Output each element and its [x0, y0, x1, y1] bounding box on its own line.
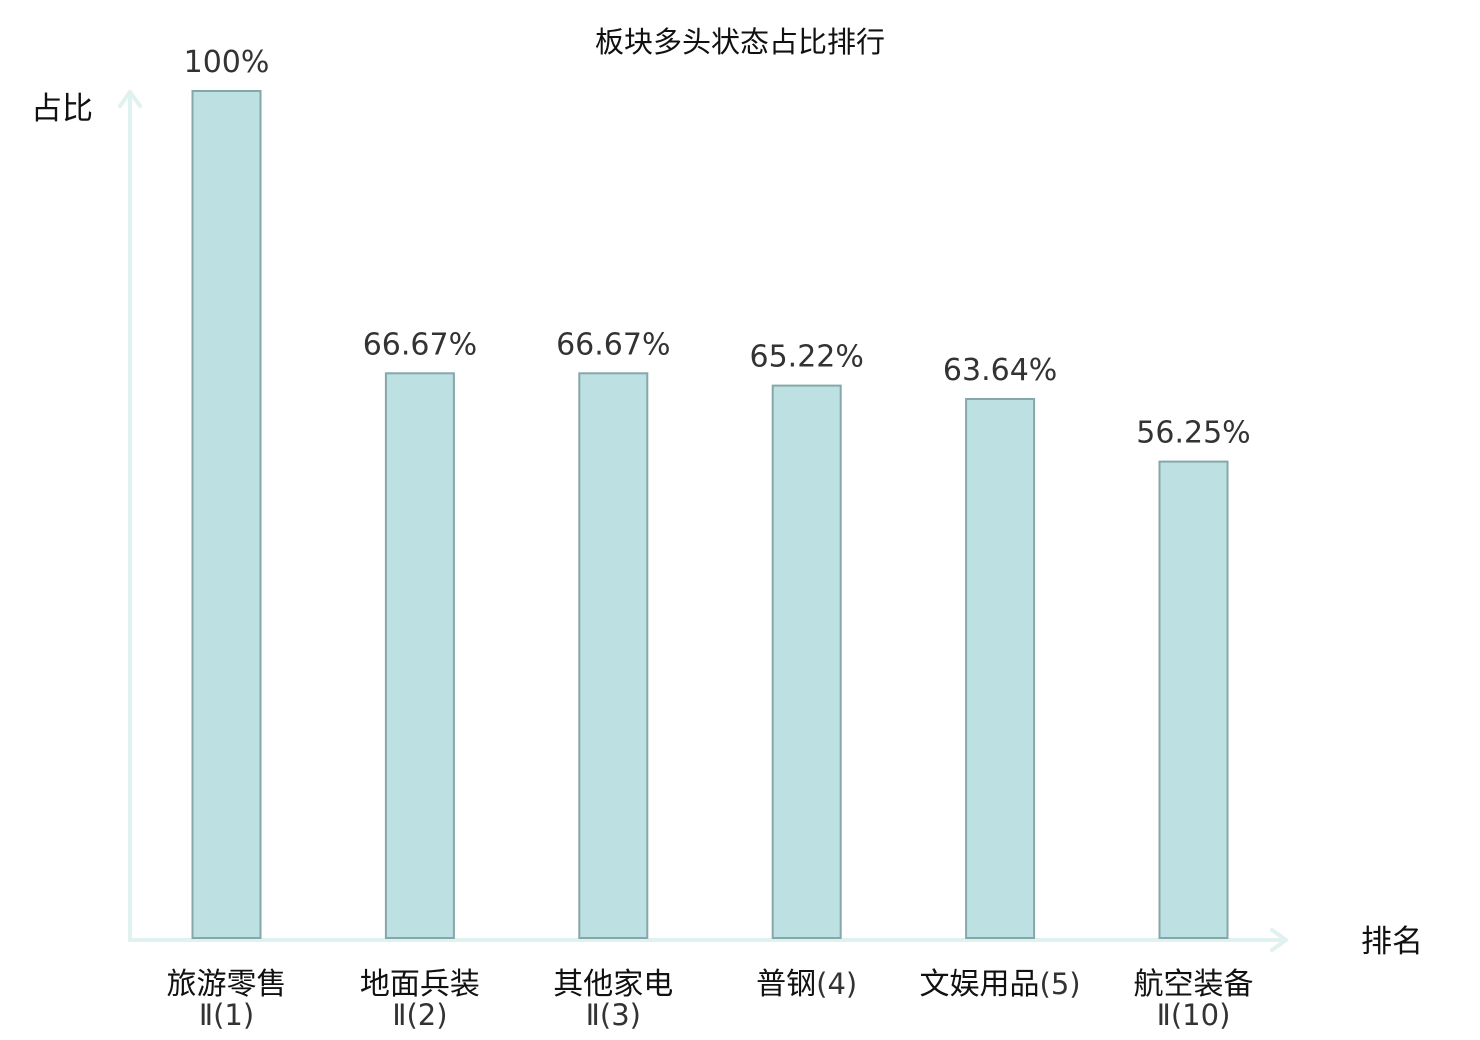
- value-label-0: 100%: [184, 45, 270, 80]
- category-name-3: 普钢: [756, 967, 816, 1002]
- category-label-0: 旅游零售: [167, 967, 287, 1002]
- value-label-5: 56.25%: [1136, 416, 1250, 451]
- bar-5: [1158, 460, 1229, 939]
- category-rank-5: Ⅱ(10): [1157, 998, 1231, 1032]
- category-rank-4: (5): [1040, 967, 1081, 1001]
- y-axis-title: 占比: [31, 91, 93, 127]
- chart-title: 板块多头状态占比排行: [595, 25, 885, 59]
- bar-2: [578, 372, 649, 939]
- category-label-3: 普钢(4): [756, 967, 857, 1002]
- category-rank-2: Ⅱ(3): [586, 998, 641, 1032]
- y-axis-arrow-icon: [118, 90, 142, 108]
- bar-3: [771, 384, 842, 940]
- category-rank-1: Ⅱ(2): [392, 998, 447, 1032]
- value-label-4: 63.64%: [943, 353, 1057, 388]
- value-label-2: 66.67%: [556, 327, 670, 362]
- value-label-1: 66.67%: [363, 327, 477, 362]
- category-rank-0: Ⅱ(1): [199, 998, 254, 1032]
- category-label-5: 航空装备: [1134, 967, 1254, 1002]
- category-label-2: 其他家电: [553, 967, 673, 1002]
- value-label-3: 65.22%: [750, 340, 864, 375]
- category-name-4: 文娱用品: [920, 967, 1040, 1002]
- bar-0: [191, 90, 262, 939]
- x-axis-arrow-icon: [1270, 928, 1288, 952]
- category-label-1: 地面兵装: [360, 967, 480, 1002]
- category-rank-3: (4): [816, 967, 857, 1001]
- category-label-4: 文娱用品(5): [920, 967, 1081, 1002]
- bar-1: [384, 372, 455, 939]
- x-axis-title: 排名: [1361, 924, 1423, 960]
- bar-4: [965, 398, 1036, 939]
